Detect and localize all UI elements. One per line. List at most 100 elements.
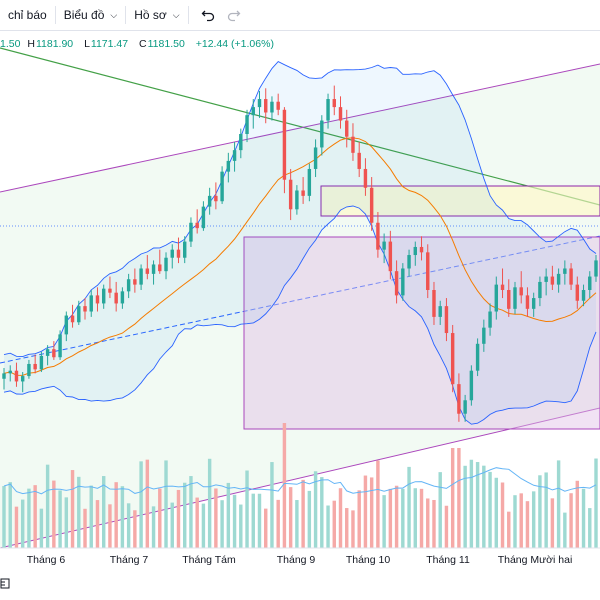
candle-body — [575, 284, 580, 301]
toolbar-divider — [125, 6, 127, 24]
candle-body — [544, 276, 548, 282]
candle-body — [257, 99, 262, 108]
volume-bar — [301, 479, 305, 548]
candle-body — [382, 241, 386, 250]
descending-trendline — [0, 47, 600, 206]
candle — [189, 217, 193, 247]
candle — [320, 115, 324, 156]
candle — [376, 212, 380, 258]
indicators-label: chỉ báo — [8, 8, 47, 22]
candle — [27, 359, 31, 379]
candle — [201, 201, 206, 231]
candle — [507, 279, 511, 317]
chart-type-label: Biểu đồ — [63, 8, 105, 22]
candle-body — [594, 260, 598, 277]
candle-body — [513, 287, 517, 309]
candle — [232, 142, 237, 172]
candle — [588, 271, 592, 299]
candle-body — [145, 268, 150, 274]
volume-bar — [195, 497, 199, 548]
candle — [214, 182, 218, 210]
candle — [450, 324, 455, 393]
volume-bar — [64, 497, 69, 548]
candle — [538, 276, 542, 307]
candle-body — [251, 107, 255, 116]
candle — [58, 330, 62, 360]
candle — [313, 139, 318, 178]
candle-body — [332, 99, 336, 108]
candle — [14, 362, 19, 387]
profile-dropdown[interactable]: Hồ sơ ⌵ — [126, 0, 187, 30]
volume-bar — [52, 480, 56, 548]
volume-bar — [295, 500, 299, 548]
volume-bar — [33, 485, 37, 548]
candle — [569, 263, 573, 290]
candle — [70, 304, 75, 328]
volume-bar — [550, 498, 555, 548]
candle-body — [376, 222, 380, 250]
candle-body — [245, 115, 249, 134]
bollinger-lower-line — [3, 205, 597, 425]
candle — [413, 241, 417, 266]
volume-bar — [426, 498, 430, 548]
candle-body — [475, 343, 480, 371]
volume-bar — [507, 511, 511, 548]
price-chart[interactable]: Tháng 6 Tháng 7 Tháng Tám Tháng 9 Tháng … — [0, 30, 600, 576]
volume-bar — [450, 448, 455, 548]
volume-bar — [538, 475, 542, 548]
volume-bar — [101, 476, 106, 548]
candle — [388, 230, 393, 280]
volume-bar — [70, 470, 75, 548]
candle-body — [413, 246, 417, 256]
candle-body — [101, 288, 106, 304]
bollinger-band-fill — [4, 61, 596, 425]
volume-bar — [282, 423, 287, 548]
candle-body — [214, 195, 218, 202]
candle — [145, 255, 150, 280]
candle — [550, 265, 555, 290]
candle-body — [2, 373, 6, 379]
candle-body — [531, 298, 536, 309]
candlesticks — [2, 85, 598, 422]
volume-bar — [214, 488, 218, 548]
candle — [170, 244, 174, 269]
volume-bar — [369, 477, 374, 548]
toolbar-divider — [54, 6, 56, 24]
candle-body — [313, 147, 318, 169]
candle-body — [164, 257, 168, 272]
x-tick-label: Tháng Tám — [182, 554, 236, 566]
candle-body — [407, 255, 411, 269]
candle — [207, 187, 212, 215]
volume-bar — [83, 508, 87, 548]
volume-bar — [232, 494, 237, 548]
candle-body — [401, 268, 405, 296]
candle — [301, 177, 305, 204]
chart-type-dropdown[interactable]: Biểu đồ ⌵ — [56, 0, 126, 30]
volume-bar — [245, 470, 249, 548]
candle — [251, 99, 255, 129]
candle — [77, 300, 81, 325]
candle — [332, 85, 336, 116]
ohlc-legend: 1.50 H1181.90 L1171.47 C1181.50 +12.44 (… — [0, 38, 278, 54]
volume-bar — [332, 500, 336, 548]
candle-body — [369, 187, 374, 223]
volume-bar — [14, 506, 19, 548]
volume-bar — [594, 458, 598, 548]
top-toolbar: chỉ báo Biểu đồ ⌵ Hồ sơ ⌵ — [0, 0, 600, 31]
candle-body — [83, 306, 87, 312]
bollinger-upper-line — [3, 61, 597, 358]
redo-icon — [227, 10, 241, 22]
candle-body — [264, 99, 268, 113]
redo-button[interactable] — [221, 0, 247, 30]
indicators-button[interactable]: chỉ báo — [0, 0, 55, 30]
undo-button[interactable] — [195, 0, 221, 30]
volume-bar — [475, 462, 480, 548]
channel-top-line — [0, 63, 600, 193]
volume-bar — [114, 482, 118, 548]
ruler-icon[interactable] — [0, 576, 14, 590]
volume-bar — [264, 508, 268, 548]
volume-bar — [158, 488, 162, 548]
candle-body — [126, 279, 131, 292]
candle — [176, 237, 181, 264]
candle-body — [444, 306, 449, 334]
